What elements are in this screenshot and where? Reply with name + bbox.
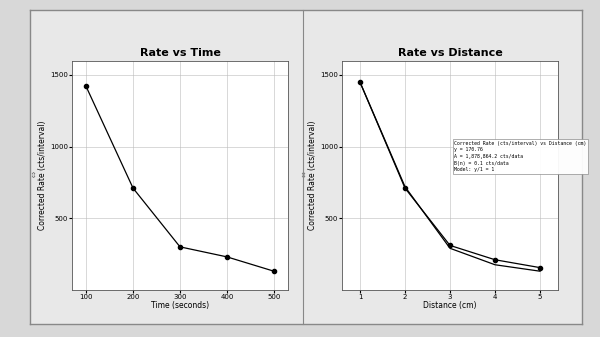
Title: Rate vs Time: Rate vs Time [140,49,220,59]
X-axis label: Distance (cm): Distance (cm) [423,301,477,310]
Y-axis label: Corrected Rate (cts/interval): Corrected Rate (cts/interval) [308,121,317,230]
X-axis label: Time (seconds): Time (seconds) [151,301,209,310]
Text: ⇔: ⇔ [176,336,184,337]
Title: Rate vs Distance: Rate vs Distance [398,49,502,59]
Y-axis label: Corrected Rate (cts/interval): Corrected Rate (cts/interval) [38,121,47,230]
Text: ⇔: ⇔ [446,336,454,337]
Text: Corrected Rate (cts/interval) vs Distance (cm)
y = 170.76
A = 1,878,864.2 cts/da: Corrected Rate (cts/interval) vs Distanc… [454,141,587,172]
Text: ⇕: ⇕ [29,171,37,180]
Text: ⇕: ⇕ [299,171,307,180]
